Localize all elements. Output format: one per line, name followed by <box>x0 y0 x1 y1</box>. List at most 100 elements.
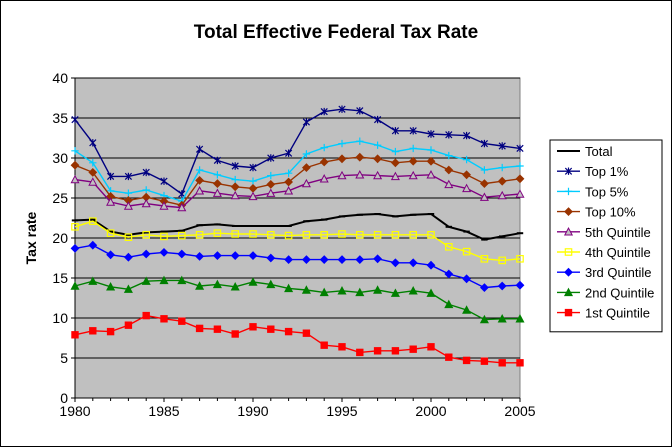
data-point <box>302 150 311 158</box>
data-point <box>498 163 506 172</box>
data-point <box>284 255 294 265</box>
data-point <box>462 356 471 365</box>
legend-label: 2nd Quintile <box>585 285 654 300</box>
legend-item: 1st Quintile <box>557 306 650 321</box>
data-point <box>178 231 186 240</box>
data-point <box>106 250 116 260</box>
y-axis-label: Tax rate <box>23 211 39 264</box>
data-point <box>195 231 204 239</box>
data-point <box>408 258 418 268</box>
data-point <box>89 139 97 147</box>
data-point <box>249 163 257 172</box>
data-point <box>515 174 525 184</box>
data-point <box>230 190 240 200</box>
data-point <box>195 251 205 261</box>
data-point <box>462 247 471 256</box>
data-point <box>319 174 329 183</box>
data-point <box>141 276 151 285</box>
data-point <box>302 118 311 126</box>
data-point <box>88 217 97 226</box>
data-point <box>462 170 472 180</box>
legend-item: Top 1% <box>557 164 629 179</box>
x-tick-label: 1995 <box>326 403 357 419</box>
legend-item: Total <box>557 144 613 159</box>
data-point <box>301 285 311 294</box>
data-point <box>337 286 347 295</box>
data-point <box>427 146 435 154</box>
data-point <box>213 229 222 238</box>
legend-swatch-marker <box>564 308 573 317</box>
legend-label: Top 10% <box>585 205 636 220</box>
data-point <box>338 343 346 351</box>
data-point <box>231 330 239 338</box>
data-point <box>142 311 150 320</box>
data-point <box>123 201 133 210</box>
data-point <box>302 231 311 239</box>
data-point <box>249 230 257 238</box>
data-point <box>284 177 294 187</box>
data-point <box>231 230 240 238</box>
legend-label: 5th Quintile <box>585 225 651 240</box>
data-point <box>249 177 257 185</box>
data-point <box>319 157 329 167</box>
data-point <box>284 186 294 195</box>
data-point <box>480 255 489 263</box>
data-point <box>301 163 311 173</box>
data-point <box>177 275 187 285</box>
data-point <box>248 277 258 286</box>
data-point <box>337 170 347 180</box>
y-tick-label: 5 <box>60 350 68 366</box>
data-point <box>284 283 294 293</box>
data-point <box>195 166 204 174</box>
data-point <box>301 255 311 265</box>
data-point <box>70 243 80 253</box>
data-point <box>444 165 454 175</box>
data-point <box>427 130 435 138</box>
data-point <box>444 269 454 279</box>
data-point <box>89 327 97 335</box>
data-point <box>462 305 472 314</box>
data-point <box>479 314 489 324</box>
data-point <box>106 172 115 181</box>
data-point <box>71 223 79 231</box>
data-point <box>249 323 257 331</box>
data-point <box>230 251 240 261</box>
data-point <box>142 231 151 239</box>
data-point <box>71 331 79 339</box>
legend-item: Top 5% <box>557 184 629 199</box>
data-point <box>498 256 507 265</box>
chart-title: Total Effective Federal Tax Rate <box>194 22 478 43</box>
data-point <box>479 179 489 189</box>
data-point <box>462 131 471 140</box>
data-point <box>516 144 524 153</box>
data-point <box>516 359 524 367</box>
data-point <box>426 260 436 270</box>
data-point <box>88 177 98 186</box>
data-point <box>445 131 453 139</box>
data-point <box>409 127 417 135</box>
data-point <box>497 190 507 200</box>
data-point <box>497 281 507 291</box>
data-point <box>88 276 98 285</box>
data-point <box>266 188 276 197</box>
data-point <box>230 182 240 192</box>
data-point <box>462 274 472 284</box>
data-point <box>390 171 400 181</box>
data-point <box>390 288 400 297</box>
data-point <box>338 139 346 148</box>
series-4th-quintile <box>71 217 524 265</box>
data-point <box>177 249 187 259</box>
data-point <box>426 170 436 179</box>
data-point <box>124 233 133 242</box>
y-tick-label: 20 <box>52 230 68 246</box>
data-point <box>195 175 205 185</box>
data-point <box>212 251 222 261</box>
data-point <box>212 179 222 189</box>
legend-label: 3rd Quintile <box>585 265 651 280</box>
data-point <box>515 314 525 323</box>
legend-swatch-marker <box>563 287 574 297</box>
series-layer <box>70 105 525 367</box>
legend-swatch-marker <box>564 187 573 196</box>
series-5th-quintile <box>70 170 525 212</box>
y-tick-label: 30 <box>52 150 68 166</box>
